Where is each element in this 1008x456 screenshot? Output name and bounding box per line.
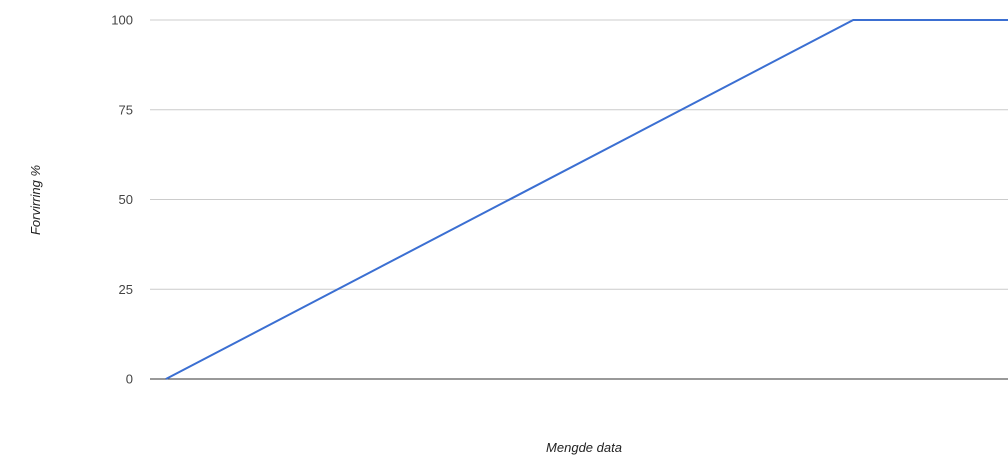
y-axis-title: Forvirring %	[28, 165, 43, 235]
y-tick-label: 100	[111, 13, 133, 28]
y-tick-labels: 0 25 50 75 100	[111, 13, 133, 387]
y-tick-label: 75	[119, 102, 133, 117]
y-tick-label: 0	[126, 372, 133, 387]
y-tick-label: 25	[119, 282, 133, 297]
y-tick-label: 50	[119, 192, 133, 207]
series-layer	[165, 19, 1008, 380]
x-axis-title: Mengde data	[546, 440, 622, 455]
series-line-0	[165, 19, 1008, 380]
gridlines	[150, 19, 1008, 290]
